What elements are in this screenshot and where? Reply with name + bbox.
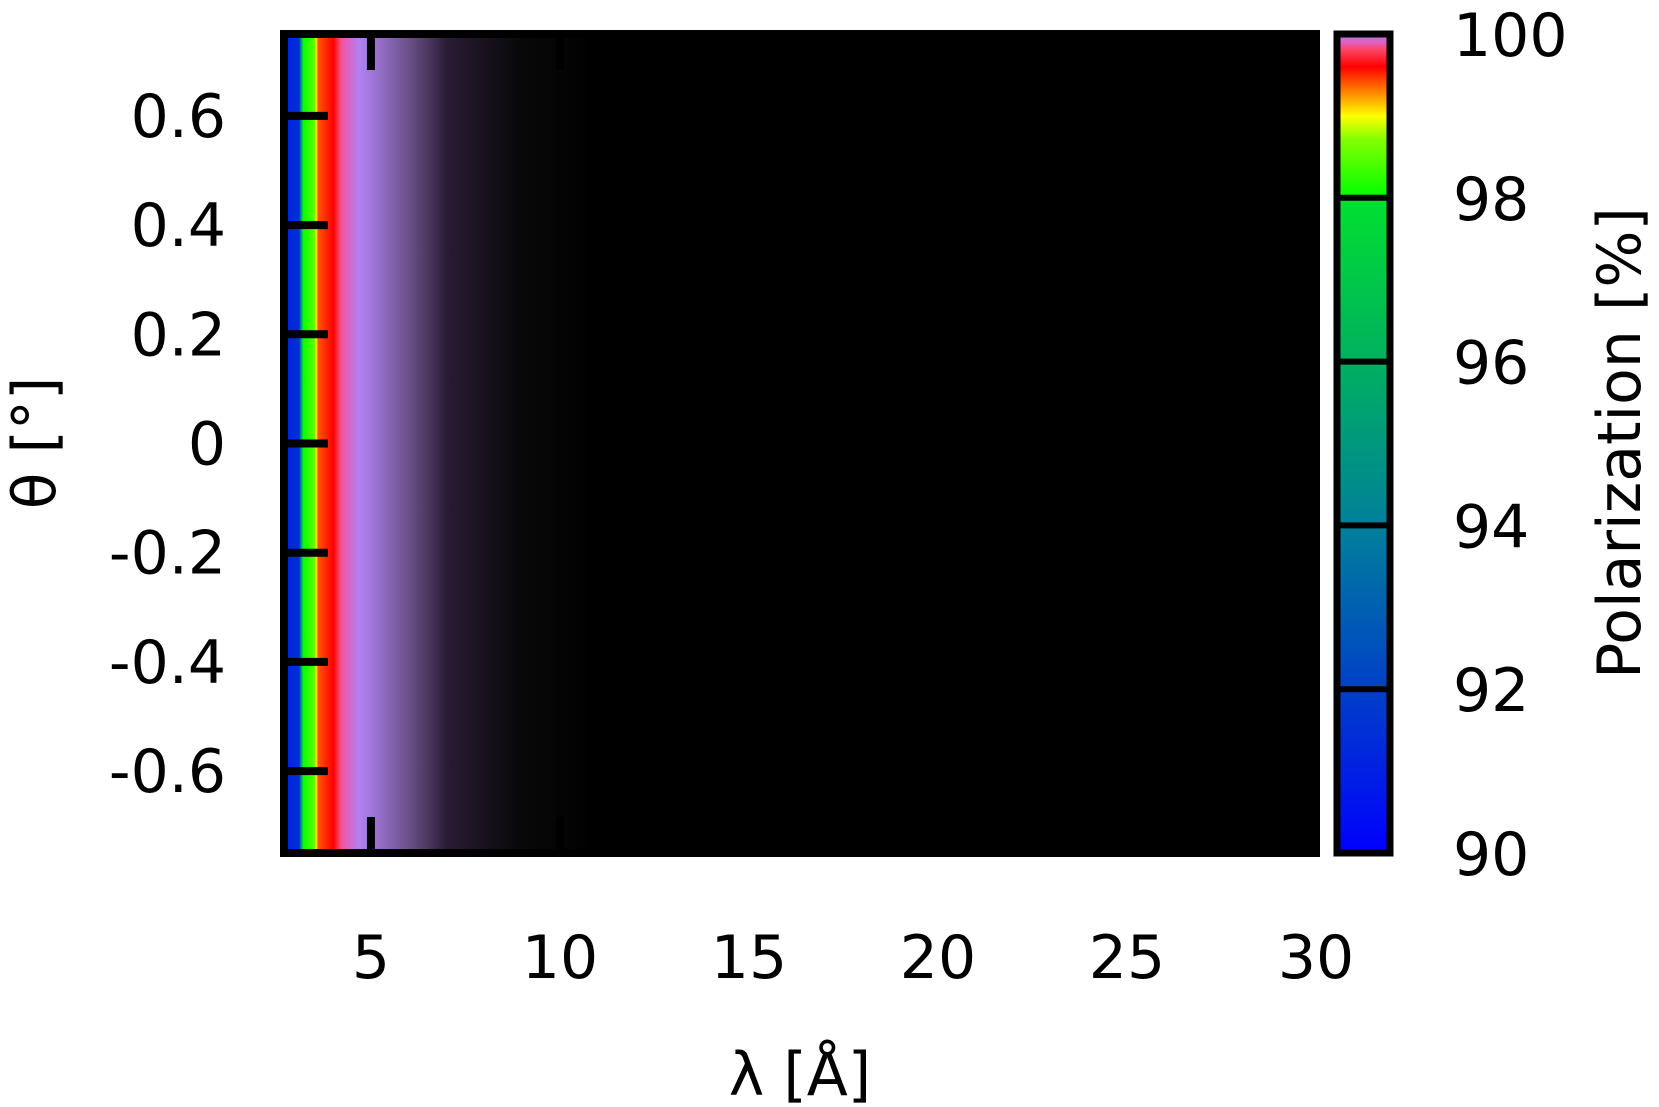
colorbar-tick-label: 100: [1453, 1, 1568, 71]
colorbar-tick-label: 96: [1453, 329, 1529, 399]
y-tick-label: -0.6: [109, 737, 226, 807]
heatmap-field: [284, 34, 1316, 853]
y-tick-label: 0.6: [131, 82, 226, 152]
y-axis-label: θ [°]: [0, 377, 70, 510]
colorbar: 90 92 94 96 98 100: [1333, 1, 1568, 890]
x-tick-label: 20: [900, 923, 976, 993]
colorbar-gradient: [1337, 34, 1390, 853]
colorbar-tick-label: 98: [1453, 165, 1529, 235]
colorbar-tick-label: 90: [1453, 820, 1529, 890]
y-axis-ticks: 0.6 0.4 0.2 0 -0.2 -0.4 -0.6: [109, 82, 1316, 807]
colorbar-ticks: 90 92 94 96 98 100: [1337, 1, 1568, 890]
x-axis-label: λ [Å]: [729, 1039, 871, 1107]
x-tick-label: 25: [1089, 923, 1165, 993]
y-tick-label: 0.2: [131, 300, 226, 370]
x-axis-ticks: 5 10 15 20 25 30: [352, 34, 1354, 993]
colorbar-tick-label: 92: [1453, 656, 1529, 726]
colorbar-label: Polarization [%]: [1585, 207, 1655, 679]
colorbar-tick-label: 94: [1453, 492, 1529, 562]
y-tick-label: -0.4: [109, 628, 226, 698]
y-tick-label: 0.4: [131, 191, 226, 261]
y-tick-label: -0.2: [109, 519, 226, 589]
x-tick-label: 30: [1278, 923, 1354, 993]
y-tick-label: 0: [188, 410, 226, 480]
heatmap-plot-area: 5 10 15 20 25 30 0.6 0.4 0.2 0 -0.2 -0.4 -0.6: [109, 30, 1354, 993]
x-tick-label: 15: [711, 923, 787, 993]
x-tick-label: 10: [522, 923, 598, 993]
x-tick-label: 5: [352, 923, 390, 993]
